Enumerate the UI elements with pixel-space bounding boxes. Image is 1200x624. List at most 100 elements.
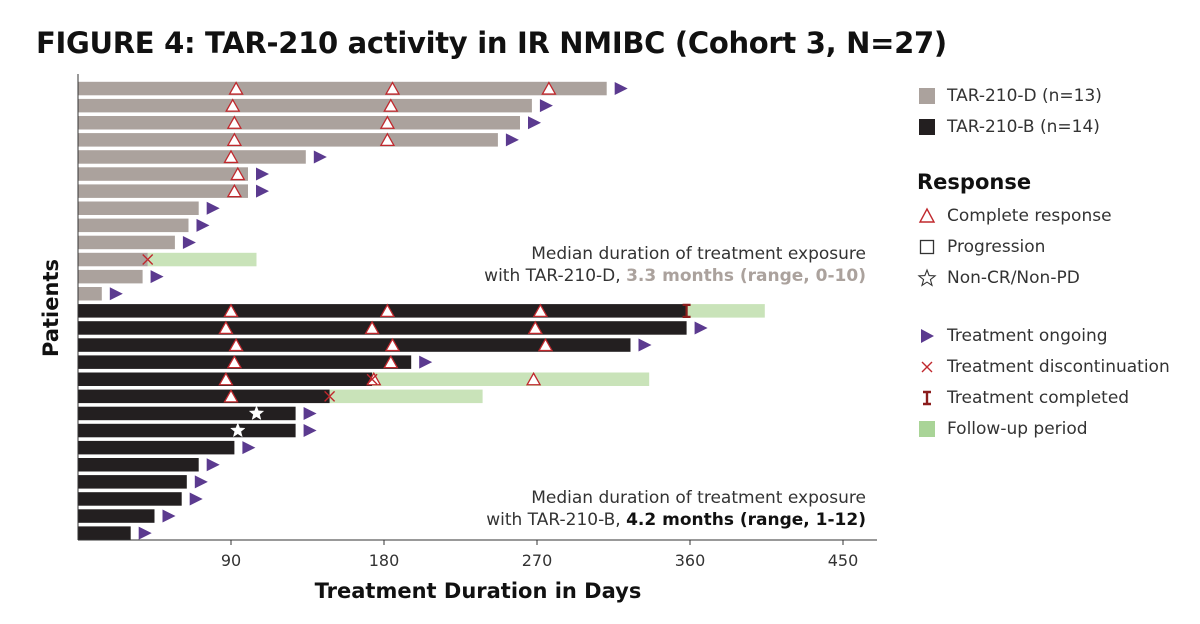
completed-marker-b-1 xyxy=(682,303,691,318)
ongoing-marker-b-14 xyxy=(138,526,152,540)
legend-item-non-cr: Non-CR/Non-PD xyxy=(917,266,1080,290)
complete-response-marker-b-2-1 xyxy=(218,320,234,335)
legend-label-tar210b: TAR-210-B (n=14) xyxy=(947,117,1100,137)
ongoing-marker-d-5 xyxy=(313,150,327,164)
treatment-bar-b-14 xyxy=(78,526,131,540)
ongoing-marker-d-2 xyxy=(539,99,553,113)
ongoing-marker-b-13 xyxy=(162,509,176,523)
legend-item-progression: Progression xyxy=(917,235,1045,259)
treatment-bar-d-8 xyxy=(78,201,199,215)
ongoing-marker-d-8 xyxy=(206,201,220,215)
legend-label-discontinuation: Treatment discontinuation xyxy=(947,357,1170,377)
cross-icon xyxy=(917,357,937,377)
treatment-bar-d-1 xyxy=(78,81,607,96)
complete-response-marker-b-1-1 xyxy=(223,303,239,318)
y-axis-label: Patients xyxy=(39,259,63,357)
ongoing-marker-d-6 xyxy=(256,167,269,181)
treatment-bar-d-6 xyxy=(78,167,248,181)
ongoing-marker-b-12 xyxy=(189,492,203,506)
ongoing-marker-b-9 xyxy=(242,441,256,455)
treatment-bar-d-2 xyxy=(78,98,532,113)
marks-layer xyxy=(109,81,708,540)
x-tick-label-270: 270 xyxy=(522,551,553,570)
play-arrow-icon xyxy=(917,326,937,346)
complete-response-marker-b-4-2 xyxy=(383,354,399,369)
legend-item-complete-response: Complete response xyxy=(917,204,1112,228)
legend-item-tar210d: TAR-210-D (n=13) xyxy=(917,84,1102,108)
annotation-tar210b-median: 4.2 months (range, 1-12) xyxy=(626,510,866,530)
treatment-bar-b-7 xyxy=(78,406,296,421)
triangle-icon xyxy=(917,206,937,226)
treatment-bar-b-2 xyxy=(78,321,687,335)
complete-response-marker-d-1-2 xyxy=(384,81,401,95)
treatment-bar-d-11 xyxy=(78,252,148,267)
treatment-bar-b-3 xyxy=(78,338,631,352)
complete-response-marker-d-6-1 xyxy=(230,166,246,181)
ongoing-marker-d-3 xyxy=(528,116,541,130)
non-cr-marker-b-7-1 xyxy=(248,405,265,421)
annotation-tar210b-line2: with TAR-210-B, 4.2 months (range, 1-12) xyxy=(486,509,866,531)
complete-response-marker-d-4-2 xyxy=(379,132,396,147)
x-tick-label-90: 90 xyxy=(221,551,241,570)
followup-bar-b-1 xyxy=(686,304,765,318)
complete-response-marker-d-7-1 xyxy=(226,183,243,198)
treatment-bar-d-10 xyxy=(78,235,175,250)
square-outline-icon xyxy=(917,237,937,257)
chart-title: FIGURE 4: TAR-210 activity in IR NMIBC (… xyxy=(36,26,947,60)
legend-label-followup: Follow-up period xyxy=(947,419,1088,439)
treatment-bar-d-4 xyxy=(78,133,498,147)
complete-response-marker-d-3-1 xyxy=(226,115,243,129)
ongoing-marker-d-10 xyxy=(182,235,196,249)
axes-layer: 90 180 270 360 450 Treatment Duration in Days… xyxy=(39,74,877,603)
ongoing-marker-b-2 xyxy=(694,321,708,335)
complete-response-marker-b-5-3 xyxy=(525,371,542,386)
complete-response-marker-d-1-1 xyxy=(228,81,244,95)
annotation-tar210b-line1: Median duration of treatment exposure xyxy=(531,488,866,508)
followup-bar-d-11 xyxy=(147,252,257,267)
legend-item-ongoing: Treatment ongoing xyxy=(917,324,1108,348)
legend-label-tar210d: TAR-210-D (n=13) xyxy=(947,86,1102,106)
legend-label-complete-response: Complete response xyxy=(947,206,1112,226)
ongoing-marker-d-13 xyxy=(109,287,123,301)
legend-label-non-cr: Non-CR/Non-PD xyxy=(947,268,1080,288)
complete-response-marker-d-5-1 xyxy=(223,149,239,164)
ongoing-marker-b-10 xyxy=(206,458,220,472)
complete-response-marker-b-1-3 xyxy=(532,303,549,318)
followup-bar-b-5 xyxy=(372,372,650,386)
annotation-tar210d-line1: Median duration of treatment exposure xyxy=(531,244,866,264)
legend-item-completed: Treatment completed xyxy=(917,386,1129,410)
treatment-bar-d-13 xyxy=(78,287,102,301)
bars-layer xyxy=(78,81,765,540)
i-beam-icon xyxy=(917,388,937,408)
treatment-bar-d-3 xyxy=(78,116,520,130)
complete-response-marker-d-2-2 xyxy=(383,98,399,112)
treatment-bar-b-6 xyxy=(78,389,330,404)
ongoing-marker-d-12 xyxy=(150,270,164,284)
complete-response-marker-d-4-1 xyxy=(226,132,243,147)
treatment-bar-d-9 xyxy=(78,218,189,233)
treatment-bar-b-10 xyxy=(78,458,199,472)
legend-item-discontinuation: Treatment discontinuation xyxy=(917,355,1170,379)
followup-bar-b-6 xyxy=(329,389,483,404)
non-cr-marker-b-8-1 xyxy=(230,422,246,438)
treatment-bar-b-4 xyxy=(78,355,412,369)
complete-response-marker-b-6-1 xyxy=(223,389,239,403)
x-tick-label-450: 450 xyxy=(828,551,859,570)
treatment-bar-b-9 xyxy=(78,440,235,455)
complete-response-marker-b-3-3 xyxy=(537,337,554,352)
ongoing-marker-d-4 xyxy=(505,133,519,147)
ongoing-marker-b-4 xyxy=(419,355,433,369)
annotation-tar210d-prefix: with TAR-210-D, xyxy=(484,266,627,286)
discontinuation-marker-d-11 xyxy=(142,254,154,266)
ongoing-marker-b-11 xyxy=(194,475,208,489)
swatch-tar210b-icon xyxy=(917,117,937,137)
complete-response-marker-d-2-1 xyxy=(225,98,241,112)
complete-response-marker-b-4-1 xyxy=(226,354,243,369)
x-tick-label-180: 180 xyxy=(369,551,400,570)
ongoing-marker-b-8 xyxy=(303,424,317,438)
complete-response-marker-b-3-1 xyxy=(228,337,244,352)
complete-response-marker-b-5-1 xyxy=(218,371,234,386)
legend-label-progression: Progression xyxy=(947,237,1046,257)
discontinuation-marker-b-6 xyxy=(324,390,336,402)
treatment-bar-b-11 xyxy=(78,475,187,489)
